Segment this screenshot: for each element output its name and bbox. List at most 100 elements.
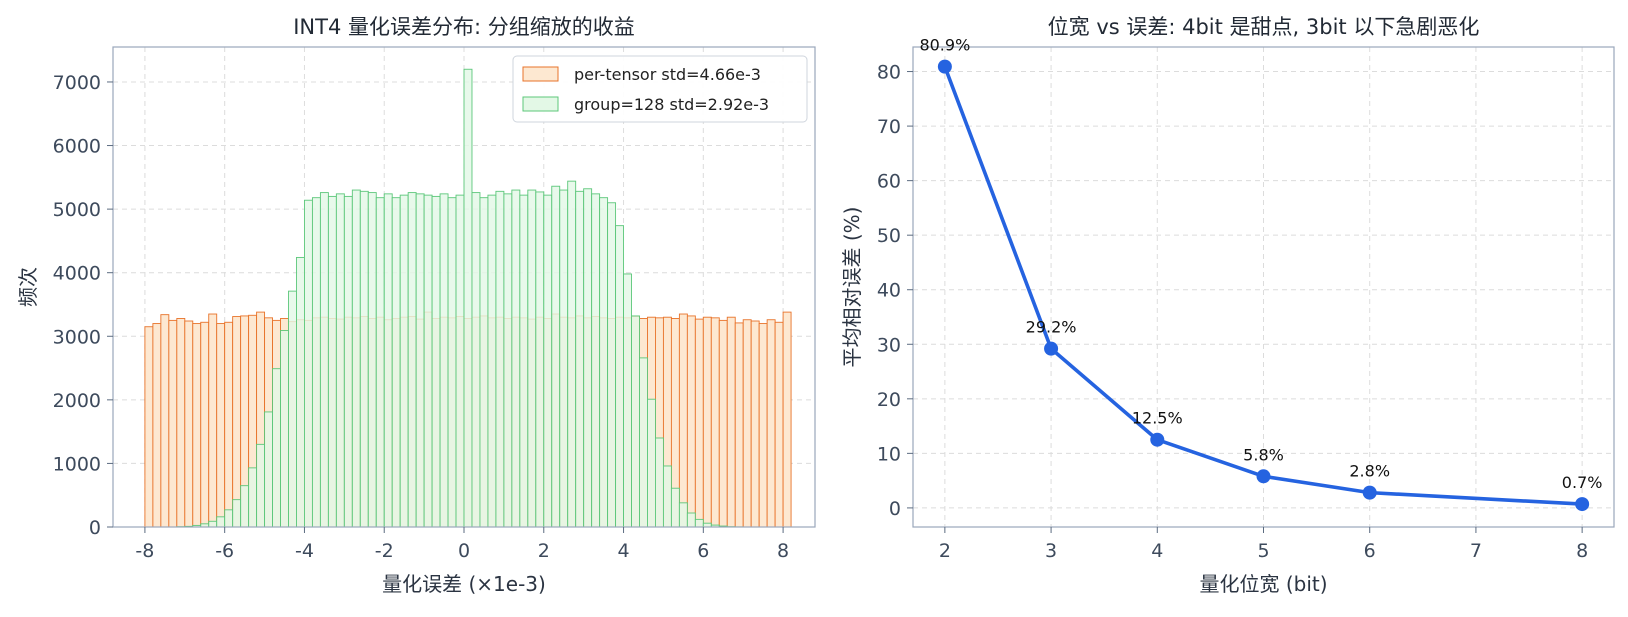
histogram-bar <box>783 312 791 527</box>
histogram-bar <box>687 513 695 527</box>
histogram-bar <box>568 181 576 527</box>
histogram-bar <box>360 191 368 527</box>
histogram-bar <box>751 321 759 527</box>
histogram-bar <box>384 194 392 527</box>
histogram-bar <box>448 198 456 527</box>
histogram-bar <box>376 198 384 527</box>
histogram-bar <box>695 519 703 527</box>
histogram-bar <box>161 315 169 527</box>
data-point <box>1150 433 1164 447</box>
y-tick-label: 20 <box>877 389 901 411</box>
x-tick-label: -2 <box>375 540 394 562</box>
histogram-bar <box>312 198 320 527</box>
histogram-bar <box>400 195 408 527</box>
y-tick-label: 70 <box>877 116 901 138</box>
histogram-bar <box>233 500 241 527</box>
legend-label: group=128 std=2.92e-3 <box>574 95 769 114</box>
y-tick-label: 2000 <box>53 390 101 412</box>
histogram-bar <box>344 196 352 527</box>
y-tick-label: 30 <box>877 334 901 356</box>
histogram-bar <box>504 194 512 527</box>
x-tick-label: -8 <box>135 540 154 562</box>
data-label: 2.8% <box>1349 462 1390 481</box>
legend-swatch <box>523 97 558 111</box>
y-tick-label: 6000 <box>53 136 101 158</box>
y-tick-label: 3000 <box>53 326 101 348</box>
histogram-bar <box>408 193 416 527</box>
histogram-bar <box>424 195 432 527</box>
histogram-bar <box>265 412 273 527</box>
histogram-bar <box>472 193 480 527</box>
y-axis-label: 频次 <box>16 267 40 307</box>
histogram-bar <box>201 322 209 527</box>
histogram-bar <box>600 198 608 527</box>
histogram-bar <box>368 193 376 527</box>
histogram-bar <box>624 274 632 527</box>
histogram-bar <box>679 314 687 527</box>
x-tick-label: 4 <box>1151 540 1163 562</box>
histogram-bar <box>392 198 400 527</box>
x-tick-label: 2 <box>538 540 550 562</box>
y-tick-label: 60 <box>877 171 901 193</box>
histogram-bar <box>767 320 775 527</box>
histogram-bar <box>273 369 281 527</box>
histogram-bar <box>608 203 616 527</box>
histogram-bar <box>528 190 536 527</box>
x-axis-label: 量化误差 (×1e-3) <box>382 572 546 596</box>
histogram-bar <box>249 468 257 527</box>
histogram-bar <box>592 194 600 527</box>
histogram-bar <box>225 322 233 527</box>
data-point <box>1575 497 1589 511</box>
histogram-bar <box>233 317 241 527</box>
histogram-bar <box>576 191 584 527</box>
histogram-bar <box>536 192 544 527</box>
histogram-bar <box>584 189 592 527</box>
x-tick-label: 8 <box>1576 540 1588 562</box>
histogram-bar <box>719 320 727 527</box>
x-tick-label: -6 <box>215 540 234 562</box>
histogram-bar <box>289 291 297 527</box>
histogram-bar <box>480 198 488 527</box>
x-tick-label: 8 <box>777 540 789 562</box>
histogram-bar <box>209 521 217 527</box>
x-tick-label: 0 <box>458 540 470 562</box>
histogram-bar <box>336 194 344 527</box>
histogram-bar <box>520 195 528 527</box>
histogram-bar <box>560 190 568 527</box>
y-tick-label: 4000 <box>53 263 101 285</box>
histogram-bar <box>416 194 424 527</box>
x-tick-label: 7 <box>1470 540 1482 562</box>
data-point <box>1044 342 1058 356</box>
histogram-bar <box>432 196 440 527</box>
histogram-bar <box>679 503 687 527</box>
histogram-bar <box>225 510 233 527</box>
data-label: 12.5% <box>1132 409 1183 428</box>
histogram-bar <box>775 322 783 527</box>
histogram-bar <box>352 190 360 527</box>
y-tick-label: 40 <box>877 280 901 302</box>
histogram-bar <box>185 321 193 527</box>
histogram-bar <box>320 193 328 527</box>
histogram-bar <box>488 195 496 527</box>
histogram-bar <box>695 319 703 527</box>
histogram-bar <box>671 488 679 527</box>
histogram-bar <box>177 318 185 527</box>
histogram-bar <box>257 444 265 527</box>
x-axis-label: 量化位宽 (bit) <box>1199 572 1327 596</box>
histogram-bar <box>241 486 249 527</box>
histogram-bar <box>687 316 695 527</box>
x-tick-label: 3 <box>1045 540 1057 562</box>
y-tick-label: 10 <box>877 443 901 465</box>
data-label: 29.2% <box>1026 318 1077 337</box>
x-tick-label: 4 <box>617 540 629 562</box>
data-label: 5.8% <box>1243 445 1284 464</box>
y-tick-label: 0 <box>89 517 101 539</box>
histogram-bar <box>727 317 735 527</box>
data-point <box>1363 486 1377 500</box>
data-label: 0.7% <box>1562 473 1603 492</box>
histogram-bar <box>663 466 671 527</box>
x-tick-label: 2 <box>939 540 951 562</box>
histogram-bar <box>153 324 161 527</box>
